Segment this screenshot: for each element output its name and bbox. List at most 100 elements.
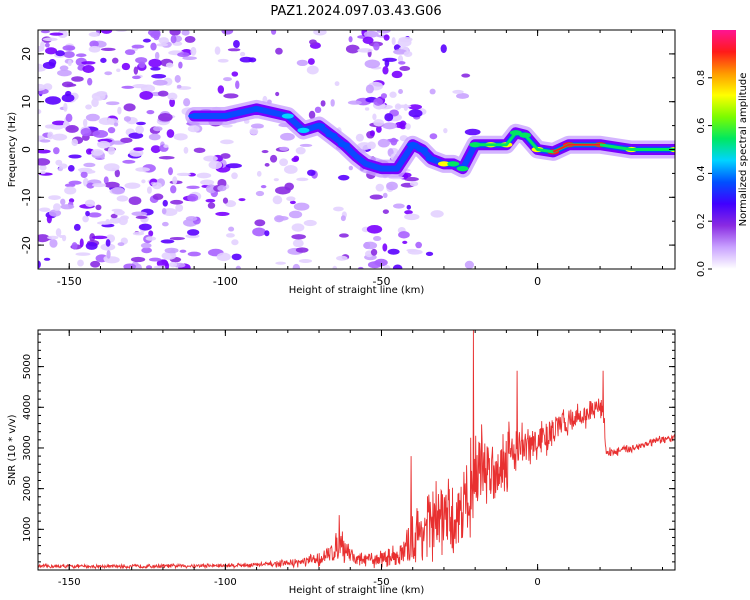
noise-blob [288, 210, 303, 219]
noise-blob [75, 252, 91, 256]
noise-blob [308, 110, 316, 120]
noise-blob [190, 46, 197, 56]
noise-blob [141, 179, 146, 184]
noise-blob [151, 73, 167, 79]
noise-blob [168, 167, 174, 176]
noise-blob [158, 155, 175, 160]
noise-blob [38, 234, 50, 243]
noise-blob [314, 106, 322, 114]
colorbar-tick-label: 0.8 [696, 70, 707, 86]
noise-blob [121, 62, 131, 71]
ridge-hotspot [188, 113, 201, 119]
noise-blob [63, 51, 75, 58]
noise-blob [275, 186, 291, 195]
noise-blob [373, 119, 385, 127]
noise-blob [399, 65, 411, 72]
noise-blob [293, 202, 310, 211]
noise-blob [362, 36, 374, 44]
x-tick-label: -150 [57, 275, 82, 288]
noise-blob [38, 260, 41, 269]
noise-blob [398, 88, 403, 95]
noise-blob [121, 85, 135, 89]
noise-blob [289, 200, 296, 205]
noise-blob [382, 122, 398, 130]
noise-blob [394, 121, 405, 129]
noise-blob [248, 57, 257, 63]
noise-blob [373, 97, 384, 106]
noise-blob [140, 242, 152, 249]
noise-blob [117, 106, 122, 115]
noise-blob [123, 263, 137, 269]
noise-blob [299, 143, 313, 147]
ridge-hotspot [425, 156, 438, 162]
noise-blob [135, 57, 148, 64]
noise-blob [408, 109, 423, 118]
noise-blob [42, 37, 58, 42]
noise-blob [179, 249, 187, 253]
noise-blob [80, 127, 92, 137]
noise-blob [133, 147, 144, 151]
noise-blob [63, 102, 68, 112]
noise-blob [85, 241, 98, 250]
noise-blob [228, 226, 235, 232]
noise-blob [146, 186, 152, 194]
noise-blob [286, 196, 296, 202]
noise-blob [59, 65, 69, 71]
noise-blob [82, 118, 88, 127]
noise-blob [43, 257, 51, 261]
noise-blob [256, 170, 262, 177]
noise-blob [303, 219, 317, 227]
noise-blob [187, 125, 200, 133]
noise-blob [51, 133, 68, 141]
ridge-hotspot [447, 161, 460, 167]
noise-blob [233, 39, 240, 49]
noise-blob [90, 260, 101, 268]
noise-blob [110, 213, 118, 219]
noise-blob [91, 149, 104, 156]
noise-blob [375, 183, 385, 192]
noise-blob [96, 221, 112, 225]
noise-blob [376, 30, 391, 34]
noise-blob [165, 262, 170, 269]
noise-blob [415, 241, 422, 249]
noise-blob [395, 104, 412, 108]
noise-blob [403, 51, 413, 57]
noise-blob [464, 128, 481, 136]
noise-blob [141, 247, 152, 254]
noise-blob [150, 66, 161, 71]
ridge-hotspot [456, 166, 469, 172]
noise-blob [42, 61, 56, 70]
noise-blob [279, 158, 289, 167]
noise-blob [225, 233, 235, 238]
noise-blob [169, 261, 178, 268]
noise-blob [261, 149, 269, 154]
x-tick-label: 0 [534, 577, 540, 588]
noise-speckle [38, 30, 481, 269]
noise-blob [425, 251, 434, 256]
noise-blob [111, 167, 117, 172]
noise-blob [382, 243, 388, 252]
noise-blob [221, 30, 234, 35]
noise-blob [92, 183, 107, 188]
noise-blob [307, 58, 315, 65]
noise-blob [156, 43, 169, 47]
noise-blob [280, 132, 295, 141]
noise-blob [274, 215, 285, 223]
noise-blob [123, 116, 132, 122]
noise-blob [73, 223, 81, 231]
noise-blob [231, 71, 239, 77]
noise-blob [116, 195, 129, 202]
noise-blob [135, 125, 145, 134]
noise-blob [87, 77, 93, 86]
noise-blob [175, 203, 184, 212]
noise-blob [38, 109, 42, 115]
noise-blob [176, 172, 191, 177]
noise-blob [169, 236, 185, 241]
noise-blob [103, 163, 120, 172]
noise-blob [271, 30, 277, 35]
noise-blob [120, 137, 133, 143]
noise-blob [264, 230, 270, 237]
colorbar-tick-label: 0.6 [696, 118, 707, 134]
signal-ridge [185, 99, 675, 178]
noise-blob [404, 210, 413, 215]
